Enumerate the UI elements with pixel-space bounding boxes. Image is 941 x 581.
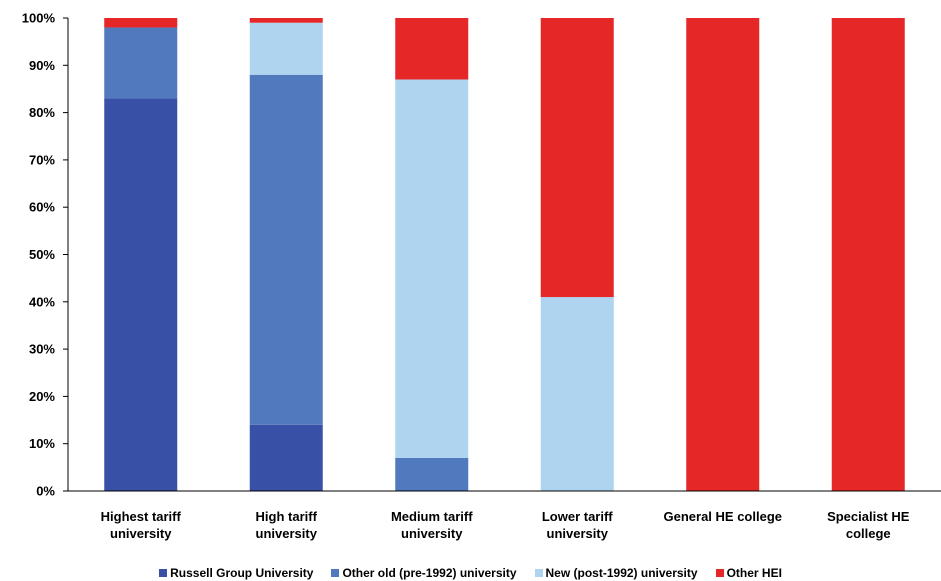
bar-segment	[249, 18, 323, 23]
y-tick-label: 100%	[22, 11, 56, 26]
bar-segment	[395, 457, 469, 491]
legend: Russell Group University Other old (pre-1…	[0, 565, 941, 581]
legend-item: Russell Group University	[159, 566, 313, 580]
bar-segment	[395, 18, 469, 80]
y-axis: 0% 10% 20% 30% 40% 50% 60% 70% 80% 90% 100%	[22, 11, 69, 499]
y-tick-label: 80%	[29, 105, 55, 120]
bar-segment	[540, 18, 614, 298]
y-tick-label: 70%	[29, 152, 55, 167]
legend-item: Other old (pre-1992) university	[331, 566, 517, 580]
x-tick-label: Lower tariff university	[542, 509, 613, 541]
bar-segment	[249, 74, 323, 425]
x-tick-label: High tariff university	[256, 509, 318, 541]
y-tick-label: 50%	[29, 247, 55, 262]
y-tick-label: 10%	[29, 436, 55, 451]
x-axis: Highest tariff university High tariff unive…	[68, 490, 941, 541]
x-tick-label: General HE college	[664, 509, 783, 524]
bars	[104, 18, 905, 491]
bar-segment	[104, 98, 178, 491]
stacked-bar-chart: 0% 10% 20% 30% 40% 50% 60% 70% 80% 90% 100% Highes…	[22, 11, 941, 541]
bar-segment	[104, 18, 178, 28]
legend-item: Other HEI	[715, 566, 782, 580]
legend-label: New (post-1992) university	[545, 566, 698, 580]
y-tick-label: 40%	[29, 294, 55, 309]
legend-item: New (post-1992) university	[534, 566, 698, 580]
bar-segment	[395, 79, 469, 458]
y-tick-label: 20%	[29, 389, 55, 404]
legend-label: Russell Group University	[170, 566, 314, 580]
bar-segment	[249, 22, 323, 75]
legend-label: Other old (pre-1992) university	[342, 566, 517, 580]
bar-segment	[686, 18, 760, 491]
y-tick-label: 90%	[29, 58, 55, 73]
legend-swatch	[159, 569, 168, 577]
x-tick-label: Specialist HE college	[827, 509, 910, 541]
bar-segment	[249, 424, 323, 491]
legend-label: Other HEI	[726, 566, 782, 580]
bar-segment	[540, 297, 614, 491]
legend-swatch	[715, 569, 724, 577]
legend-swatch	[534, 569, 543, 577]
y-tick-label: 30%	[29, 342, 55, 357]
x-tick-label: Highest tariff university	[101, 509, 182, 541]
bar-segment	[831, 18, 905, 491]
x-tick-label: Medium tariff university	[391, 509, 473, 541]
y-tick-label: 0%	[36, 484, 55, 499]
bar-segment	[104, 27, 178, 99]
legend-swatch	[331, 569, 340, 577]
y-tick-label: 60%	[29, 200, 55, 215]
